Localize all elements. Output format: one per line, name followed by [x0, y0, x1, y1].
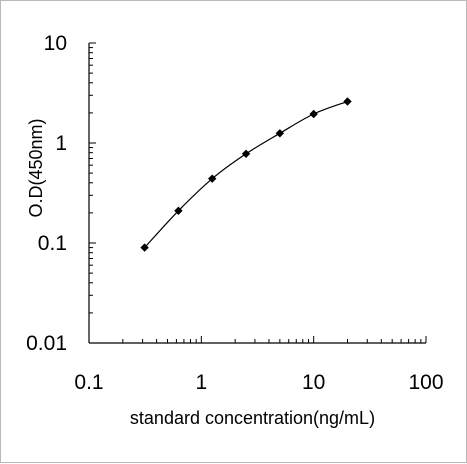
y-tick-label: 0.01 — [26, 332, 67, 355]
data-point-marker — [241, 149, 251, 158]
y-tick-label: 10 — [44, 32, 67, 55]
points-layer — [140, 97, 352, 252]
series-line — [144, 100, 348, 248]
data-point-marker — [309, 109, 318, 119]
x-tick-label: 0.1 — [74, 371, 103, 394]
data-point-marker — [140, 243, 149, 252]
x-tick-label: 100 — [408, 371, 443, 394]
tick-labels-layer: 0.01 0.1 1 10 0.1 1 10 100 — [26, 32, 443, 394]
ticks-layer — [88, 42, 427, 344]
data-point-marker — [174, 206, 183, 215]
data-point-marker — [343, 97, 352, 106]
data-point-marker — [275, 129, 285, 138]
y-tick-label: 1 — [55, 132, 67, 155]
y-tick-label: 0.1 — [38, 232, 67, 255]
data-point-marker — [208, 174, 217, 183]
x-tick-label: 1 — [195, 371, 207, 394]
x-tick-label: 10 — [302, 371, 325, 394]
x-axis-title: standard concentration(ng/mL) — [130, 408, 375, 428]
y-axis-title: O.D(450nm) — [26, 118, 46, 217]
